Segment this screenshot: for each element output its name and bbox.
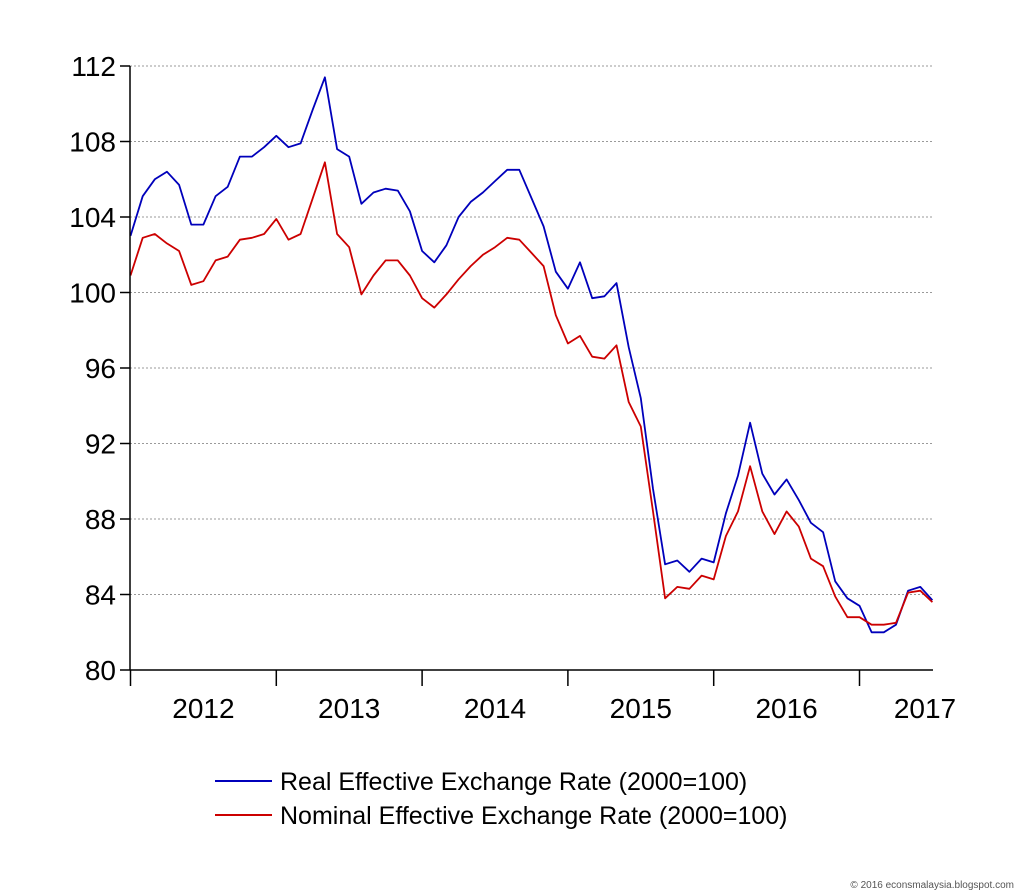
x-tick-label: 2017 [894, 693, 956, 724]
y-axis-ticks: 80 84 88 92 96 100 104 108 112 [69, 51, 130, 686]
y-tick-label: 100 [69, 278, 116, 309]
x-tick-label: 2013 [318, 693, 380, 724]
x-tick-label: 2016 [755, 693, 817, 724]
x-tick-label: 2014 [464, 693, 526, 724]
x-tick-label: 2015 [610, 693, 672, 724]
y-tick-label: 104 [69, 202, 116, 233]
x-axis-ticks: 2012 2013 2014 2015 2016 2017 [129, 670, 956, 724]
x-tick-label: 2012 [172, 693, 234, 724]
y-tick-label: 84 [85, 580, 116, 611]
series-lines [129, 76, 934, 634]
legend-label-nominal: Nominal Effective Exchange Rate (2000=10… [280, 802, 787, 830]
y-tick-label: 96 [85, 353, 116, 384]
series-line-nominal [129, 161, 934, 626]
legend: Real Effective Exchange Rate (2000=100) … [215, 768, 787, 830]
gridlines [130, 65, 933, 595]
series-line-real [129, 76, 934, 634]
watermark: © 2016 econsmalaysia.blogspot.com [850, 880, 1014, 891]
legend-label-real: Real Effective Exchange Rate (2000=100) [280, 768, 747, 796]
y-tick-label: 80 [85, 655, 116, 686]
y-tick-label: 108 [69, 127, 116, 158]
y-tick-label: 92 [85, 429, 116, 460]
y-tick-label: 112 [71, 51, 116, 82]
y-tick-label: 88 [85, 504, 116, 535]
